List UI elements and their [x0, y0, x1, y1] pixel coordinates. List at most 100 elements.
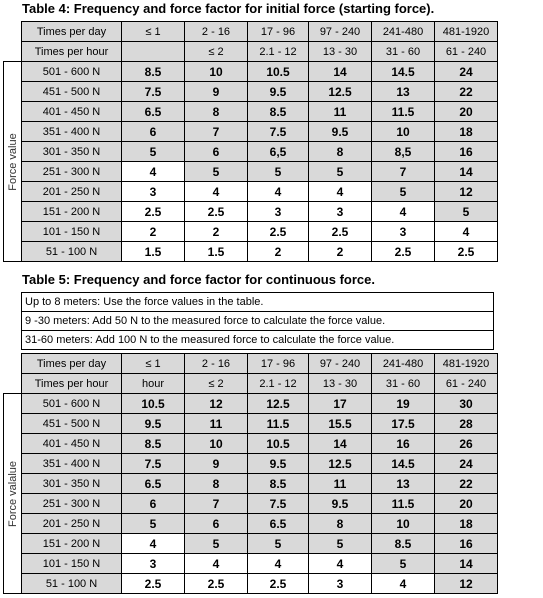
table-row: 201 - 250 N 5 6 6.5 8 10 18: [4, 513, 498, 534]
header-cell: 61 - 240: [434, 373, 498, 394]
value-cell: 8: [184, 101, 248, 122]
row-label: 351 - 400 N: [21, 121, 122, 142]
value-cell: 12.5: [308, 453, 372, 474]
value-cell: 4: [308, 181, 372, 202]
value-cell: 3: [121, 181, 185, 202]
value-cell: 9.5: [247, 81, 309, 102]
force-value-axis: Force value: [3, 61, 22, 262]
note-line: 9 -30 meters: Add 50 N to the measured f…: [21, 311, 494, 331]
value-cell: 22: [434, 473, 498, 494]
value-cell: 10: [371, 121, 435, 142]
value-cell: 6.5: [121, 473, 185, 494]
value-cell: 26: [434, 433, 498, 454]
value-cell: 13: [371, 81, 435, 102]
value-cell: 8.5: [121, 433, 185, 454]
value-cell: 2: [308, 241, 372, 262]
header-cell: 31 - 60: [371, 41, 435, 62]
row-label: 101 - 150 N: [21, 221, 122, 242]
value-cell: 11: [308, 473, 372, 494]
value-cell: 6,5: [247, 141, 309, 162]
value-cell: 8,5: [371, 141, 435, 162]
table-row: 401 - 450 N 6.5 8 8.5 11 11.5 20: [4, 101, 498, 122]
table-row: 351 - 400 N 6 7 7.5 9.5 10 18: [4, 121, 498, 142]
value-cell: 9.5: [308, 121, 372, 142]
value-cell: 4: [371, 201, 435, 222]
row-label: 501 - 600 N: [21, 393, 122, 414]
value-cell: 6: [121, 493, 185, 514]
row-label: 501 - 600 N: [21, 61, 122, 82]
value-cell: 17.5: [371, 413, 435, 434]
value-cell: 1.5: [121, 241, 185, 262]
value-cell: 14.5: [371, 61, 435, 82]
value-cell: 24: [434, 61, 498, 82]
value-cell: 2: [121, 221, 185, 242]
value-cell: 5: [247, 533, 309, 554]
header-row: Times per hour hour ≤ 2 2.1 - 12 13 - 30 31 -…: [4, 373, 498, 394]
row-label: 451 - 500 N: [21, 81, 122, 102]
header-cell: 241-480: [371, 353, 435, 374]
row-label: 151 - 200 N: [21, 533, 122, 554]
value-cell: 14.5: [371, 453, 435, 474]
value-cell: 6.5: [247, 513, 309, 534]
value-cell: 11.5: [247, 413, 309, 434]
value-cell: 6: [184, 513, 248, 534]
row-label: 201 - 250 N: [21, 181, 122, 202]
value-cell: 7.5: [121, 453, 185, 474]
value-cell: 5: [121, 141, 185, 162]
value-cell: 2.5: [247, 221, 309, 242]
value-cell: 12.5: [308, 81, 372, 102]
row-label: 351 - 400 N: [21, 453, 122, 474]
header-cell: ≤ 2: [184, 41, 248, 62]
header-cell: 481-1920: [434, 21, 498, 42]
value-cell: 11: [184, 413, 248, 434]
value-cell: 5: [434, 201, 498, 222]
value-cell: 5: [184, 533, 248, 554]
value-cell: 2.5: [184, 573, 248, 594]
value-cell: 8: [308, 513, 372, 534]
value-cell: 2.5: [247, 573, 309, 594]
header-cell: 241-480: [371, 21, 435, 42]
value-cell: 6.5: [121, 101, 185, 122]
table-row: 301 - 350 N 6.5 8 8.5 11 13 22: [4, 473, 498, 494]
value-cell: 9.5: [247, 453, 309, 474]
header-cell: 17 - 96: [247, 21, 309, 42]
header-cell: ≤ 1: [121, 353, 185, 374]
value-cell: 12: [184, 393, 248, 414]
row-label: 251 - 300 N: [21, 493, 122, 514]
value-cell: 7.5: [247, 121, 309, 142]
value-cell: 2.5: [121, 573, 185, 594]
header-cell: 97 - 240: [308, 21, 372, 42]
value-cell: 5: [308, 161, 372, 182]
row-label: 51 - 100 N: [21, 573, 122, 594]
table-row: 251 - 300 N 4 5 5 5 7 14: [4, 161, 498, 182]
axis-label: Force value: [6, 132, 19, 191]
note-line: 31-60 meters: Add 100 N to the measured …: [21, 330, 494, 350]
row-label: 401 - 450 N: [21, 101, 122, 122]
value-cell: 2.5: [371, 241, 435, 262]
table-row: 101 - 150 N 2 2 2.5 2.5 3 4: [4, 221, 498, 242]
value-cell: 8.5: [247, 473, 309, 494]
value-cell: 4: [247, 553, 309, 574]
value-cell: 8: [184, 473, 248, 494]
table5-title: Table 5: Frequency and force factor for …: [22, 272, 375, 287]
value-cell: 7.5: [121, 81, 185, 102]
value-cell: 30: [434, 393, 498, 414]
value-cell: 3: [247, 201, 309, 222]
value-cell: 9.5: [121, 413, 185, 434]
header-cell: 13 - 30: [308, 41, 372, 62]
value-cell: 9: [184, 81, 248, 102]
header-row: Times per hour ≤ 2 2.1 - 12 13 - 30 31 - 60 6…: [4, 41, 498, 62]
row-label: 301 - 350 N: [21, 141, 122, 162]
value-cell: 14: [308, 433, 372, 454]
value-cell: 4: [121, 533, 185, 554]
value-cell: 9: [184, 453, 248, 474]
value-cell: 10: [184, 61, 248, 82]
value-cell: 7: [184, 493, 248, 514]
value-cell: 2.5: [121, 201, 185, 222]
value-cell: 5: [371, 553, 435, 574]
table-row: 51 - 100 N 1.5 1.5 2 2 2.5 2.5: [4, 241, 498, 262]
value-cell: 8.5: [247, 101, 309, 122]
value-cell: 3: [308, 573, 372, 594]
value-cell: 17: [308, 393, 372, 414]
